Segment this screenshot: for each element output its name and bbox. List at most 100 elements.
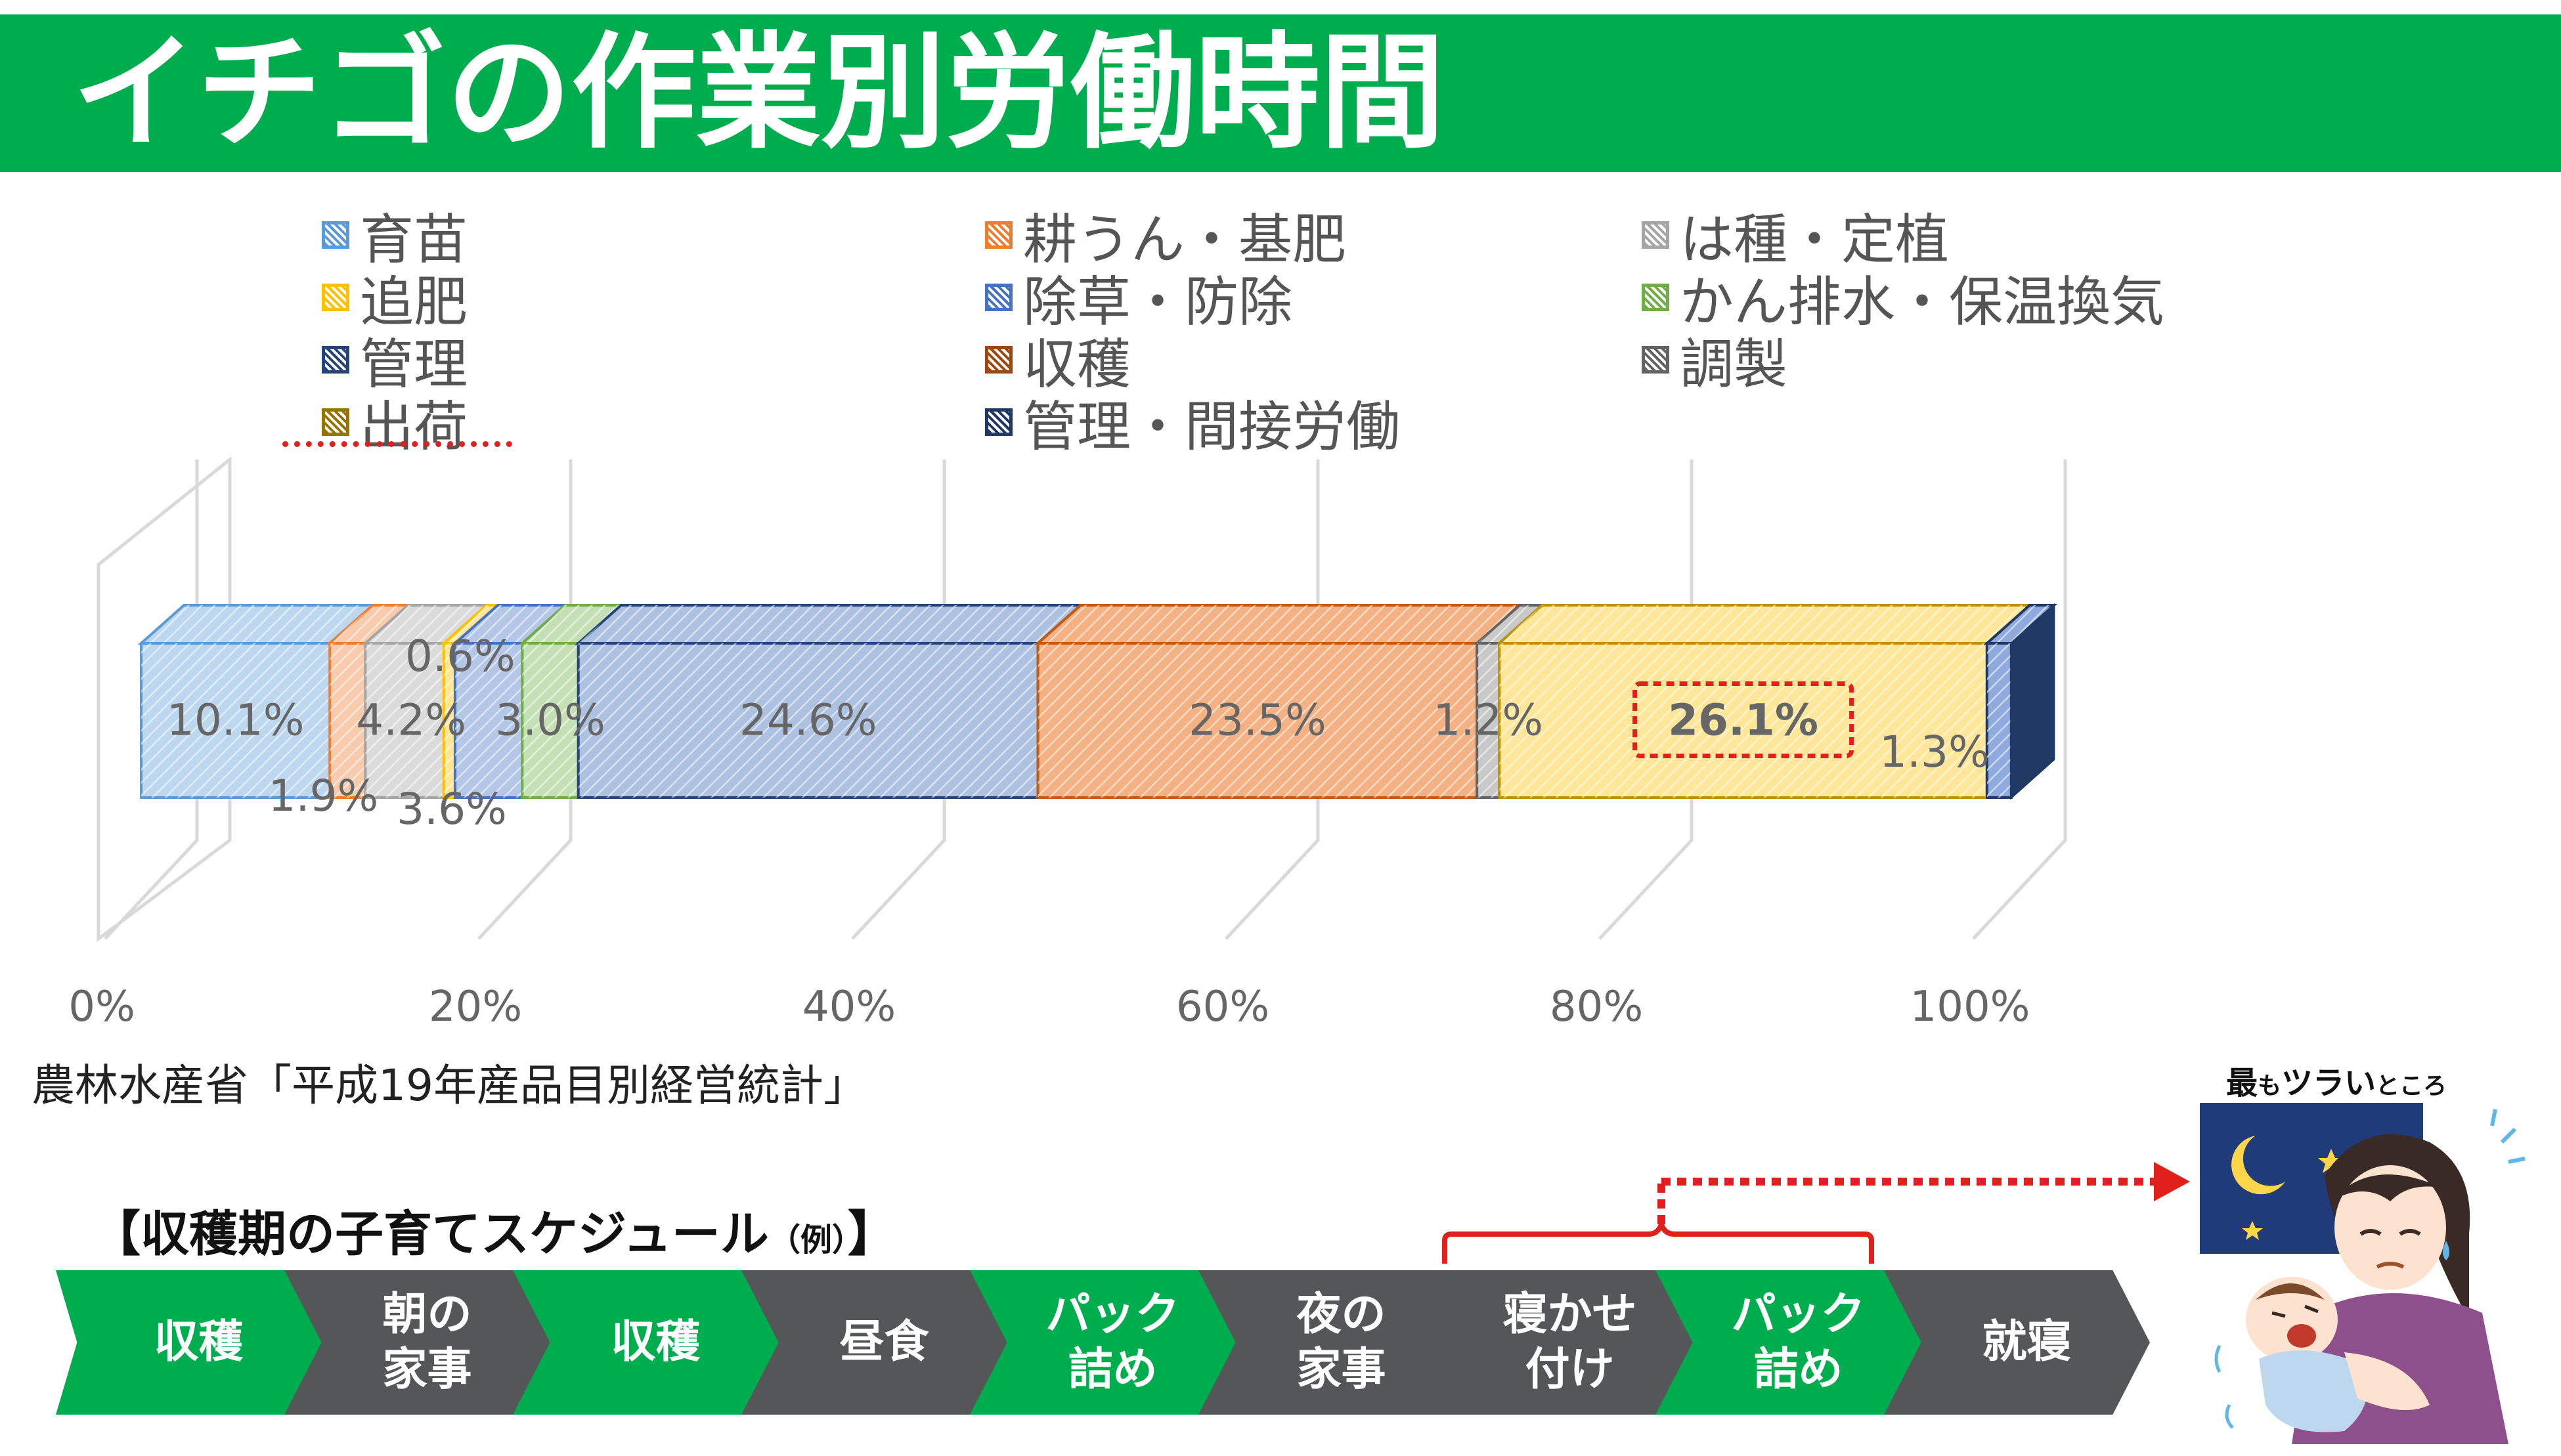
bar-segment-hatch xyxy=(330,643,366,798)
gridline xyxy=(1598,460,1694,940)
bar-top-hatch xyxy=(454,605,565,643)
legend-swatch xyxy=(985,408,1013,436)
schedule-title-example: （例） xyxy=(768,1222,848,1258)
mother-arm xyxy=(2344,1352,2430,1410)
legend-label: 耕うん・基肥 xyxy=(1023,209,1347,271)
schedule-step: 朝の 家事 xyxy=(284,1270,550,1415)
bar-segment-hatch xyxy=(522,643,579,798)
x-tick-label: 0% xyxy=(68,983,135,1031)
bar-segment-hatch xyxy=(1038,643,1478,798)
legend-swatch xyxy=(322,221,349,249)
legend-label: 出荷 xyxy=(360,396,468,458)
legend-item: 管理 xyxy=(322,320,468,398)
bar-segment-hatch xyxy=(454,643,523,798)
legend-highlight-underline xyxy=(282,441,512,447)
legend-label: かん排水・保温換気 xyxy=(1680,271,2165,333)
schedule-step-label: 昼食 xyxy=(839,1316,929,1368)
baby-head xyxy=(2246,1277,2338,1362)
sweat-drop-icon xyxy=(2443,1241,2449,1260)
bar-top-hatch xyxy=(1499,605,2030,643)
legend-item: は種・定植 xyxy=(1642,196,1949,274)
schedule-step: 収穫 xyxy=(513,1270,779,1415)
bar-data-label: 26.1% xyxy=(1668,695,1818,746)
baby-body xyxy=(2259,1350,2368,1432)
legend-label: 追肥 xyxy=(360,271,468,333)
x-tick-label: 100% xyxy=(1910,983,2030,1031)
bar-segment-hatch xyxy=(578,643,1038,798)
gridline xyxy=(477,460,573,940)
highlight-box xyxy=(1632,681,1854,758)
bar-top-hatch xyxy=(522,605,621,643)
schedule-title: 【収穫期の子育てスケジュール（例）】 xyxy=(92,1195,896,1265)
bar-top-hatch xyxy=(330,605,408,643)
legend-item: 追肥 xyxy=(322,258,468,336)
chart-wall xyxy=(97,456,232,942)
legend-item: 管理・間接労働 xyxy=(985,383,1400,461)
title-banner: イチゴの作業別労働時間 xyxy=(0,14,2561,172)
mother-bangs xyxy=(2331,1174,2443,1201)
schedule-step: 夜の 家事 xyxy=(1198,1270,1464,1415)
worst-label-part: ところ xyxy=(2376,1073,2447,1100)
legend-item: 調製 xyxy=(1642,320,1787,398)
schedule-step-label: 収穫 xyxy=(154,1316,244,1368)
gridline xyxy=(851,460,946,940)
bar-data-label: 3.6% xyxy=(397,784,507,834)
bar-top-hatch xyxy=(1986,605,2054,643)
legend-item: 出荷 xyxy=(322,383,468,461)
gridline xyxy=(1225,460,1320,940)
x-tick-label: 60% xyxy=(1176,983,1269,1031)
worst-label-part: も xyxy=(2258,1073,2282,1100)
bar-data-label: 3.0% xyxy=(495,695,605,746)
tired-mother-illustration xyxy=(2200,1103,2526,1444)
bar-top-hatch xyxy=(1477,605,1543,643)
gridline xyxy=(104,460,199,940)
schedule-step: 就寝 xyxy=(1884,1270,2150,1415)
mother-face xyxy=(2334,1165,2446,1290)
legend-swatch xyxy=(985,283,1013,311)
bar-data-label: 24.6% xyxy=(739,695,877,746)
worst-label-part: ツラい xyxy=(2281,1065,2376,1102)
legend-label: 調製 xyxy=(1680,333,1788,396)
page-title: イチゴの作業別労働時間 xyxy=(72,20,1445,165)
bar-data-label: 0.6% xyxy=(405,631,515,681)
worst-part-label: 最もツラいところ xyxy=(2226,1057,2447,1103)
schedule-step: 寝かせ 付け xyxy=(1427,1270,1693,1415)
legend-swatch xyxy=(985,221,1013,249)
bar-top-hatch xyxy=(578,605,1081,643)
legend-label: は種・定植 xyxy=(1680,209,1950,271)
legend-label: 育苗 xyxy=(360,209,468,271)
schedule-step: 昼食 xyxy=(741,1270,1007,1415)
bar-top-hatch xyxy=(365,605,487,643)
baby-crying-mouth xyxy=(2287,1324,2316,1348)
schedule-title-main: 【収穫期の子育てスケジュール xyxy=(92,1206,769,1262)
legend-swatch xyxy=(1642,283,1669,311)
schedule-step-label: 朝の 家事 xyxy=(382,1289,472,1396)
bar-segment-hatch xyxy=(1477,643,1500,798)
arrow-head-icon xyxy=(2154,1162,2190,1201)
legend-label: 収穫 xyxy=(1023,333,1131,396)
x-tick-label: 40% xyxy=(802,983,896,1031)
bar-segment-hatch xyxy=(365,643,444,798)
legend-item: 耕うん・基肥 xyxy=(985,196,1346,274)
legend-swatch xyxy=(322,283,349,311)
legend-item: 除草・防除 xyxy=(985,258,1292,336)
legend-item: 収穫 xyxy=(985,320,1131,398)
bracket xyxy=(1442,1216,1874,1264)
schedule-step: 収穫 xyxy=(56,1270,322,1415)
source-citation: 農林水産省「平成19年産品目別経営統計」 xyxy=(32,1060,867,1111)
bar-segment-hatch xyxy=(443,643,455,798)
bar-data-label: 10.1% xyxy=(167,695,305,746)
star-icon xyxy=(2242,1221,2263,1240)
bar-data-label: 1.2% xyxy=(1433,695,1543,746)
worst-label-part: 最 xyxy=(2226,1065,2258,1102)
legend-item: かん排水・保温換気 xyxy=(1642,258,2164,336)
bar-segment-hatch xyxy=(1499,643,1987,798)
moon-icon xyxy=(2231,1136,2285,1195)
schedule-step: パック 詰め xyxy=(1655,1270,1921,1415)
legend-swatch xyxy=(322,345,349,374)
schedule-step-label: パック 詰め xyxy=(1731,1289,1866,1396)
legend-swatch xyxy=(1642,345,1669,374)
bar-data-label: 1.9% xyxy=(269,771,379,821)
bar-side xyxy=(2010,603,2055,800)
